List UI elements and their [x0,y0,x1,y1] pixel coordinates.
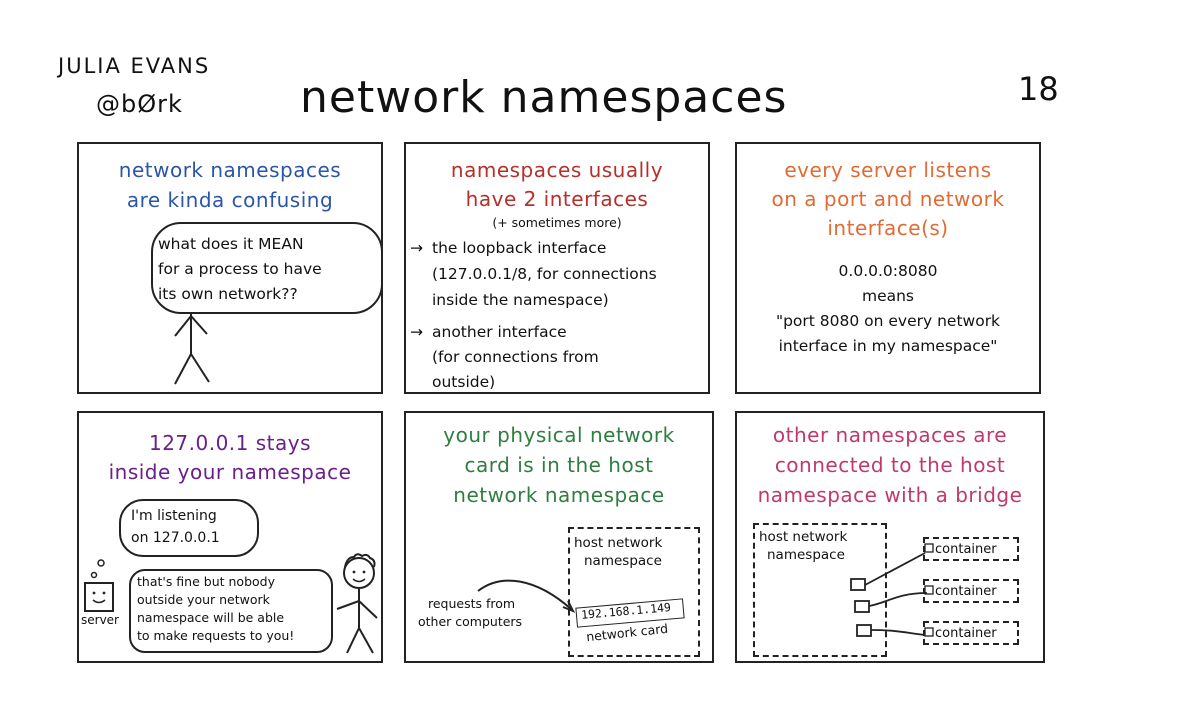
container-box [923,537,1019,561]
speech-line1: that's fine but nobody [137,574,275,589]
host-box-line1: host network [759,529,848,545]
host-namespace-box [753,523,887,657]
container-box [923,621,1019,645]
speech-line3: namespace will be able [137,610,285,625]
panel3-title-line3: interface(s) [827,216,949,240]
panel-physical-card: your physical network card is in the hos… [404,411,714,663]
item1-line2: (127.0.0.1/8, for connections [432,265,657,283]
panel2-subtitle: (+ sometimes more) [492,215,622,230]
panel3-line2: means [861,287,915,305]
item1-line1: the loopback interface [432,239,607,257]
panel6-title-line3: namespace with a bridge [757,483,1023,507]
panel2-title-line1: namespaces usually [450,158,664,182]
host-box-line1: host network [574,535,663,551]
stick-figure-icon [336,553,378,654]
panel3-line3: "port 8080 on every network [775,312,1001,330]
thought-bubble [119,499,259,557]
host-box-line2: namespace [767,547,845,563]
panel-confusing: network namespaces are kinda confusing w… [77,142,383,394]
container-box [923,579,1019,603]
container-label: container [935,542,997,557]
panel-localhost: 127.0.0.1 stays inside your namespace I'… [77,411,383,663]
item1-line3: inside the namespace) [432,291,609,309]
panel4-title-line1: 127.0.0.1 stays [148,431,312,455]
panel3-title-line1: every server listens [784,158,992,182]
arrow-right-icon: → [410,323,423,341]
page-number: 18 [1018,70,1059,108]
host-box-line2: namespace [584,553,662,569]
panel3-title-line2: on a port and network [771,187,1005,211]
panel3-line1: 0.0.0.0:8080 [838,262,938,280]
requests-line1: requests from [428,596,516,611]
speech-line2: outside your network [137,592,270,607]
panel-bridge: other namespaces are connected to the ho… [735,411,1045,663]
panel6-title-line2: connected to the host [774,453,1006,477]
requests-line2: other computers [418,614,523,629]
server-icon [84,559,114,612]
server-label: server [81,613,119,627]
page-title: network namespaces [300,72,788,123]
thought-line1: what does it MEAN [158,235,304,253]
item2-line1: another interface [432,323,567,341]
thought-line1: I'm listening [131,508,217,524]
arrow-right-icon: → [410,239,423,257]
panel2-title-line2: have 2 interfaces [465,187,649,211]
container-label: container [935,626,997,641]
container-label: container [935,584,997,599]
bridge-connections-icon [850,552,928,637]
panel6-title-line1: other namespaces are [772,423,1008,447]
thought-bubble [151,222,381,314]
panel-server-listens: every server listens on a port and netwo… [735,142,1041,394]
panel4-title-line2: inside your namespace [108,460,352,484]
panel5-title-line1: your physical network [443,423,675,447]
item2-line3: outside) [432,373,496,391]
panel1-title-line1: network namespaces [118,158,342,182]
author-name: JULIA EVANS [58,54,211,78]
thought-line2: for a process to have [158,260,322,278]
panel1-title-line2: are kinda confusing [126,188,334,212]
panel5-title-line2: card is in the host [464,453,654,477]
panel-interfaces: namespaces usually have 2 interfaces (+ … [404,142,710,394]
item2-line2: (for connections from [432,348,599,366]
interface-icons [924,543,934,637]
host-namespace-box [568,527,700,657]
panel5-title-line3: network namespace [453,483,665,507]
thought-line3: its own network?? [158,285,298,303]
request-arrow-icon [477,579,576,613]
author-handle: @bØrk [96,90,183,118]
panel3-line4: interface in my namespace" [778,337,998,355]
speech-bubble [129,569,333,653]
speech-line4: to make requests to you! [137,628,295,643]
thought-line2: on 127.0.0.1 [131,530,220,546]
